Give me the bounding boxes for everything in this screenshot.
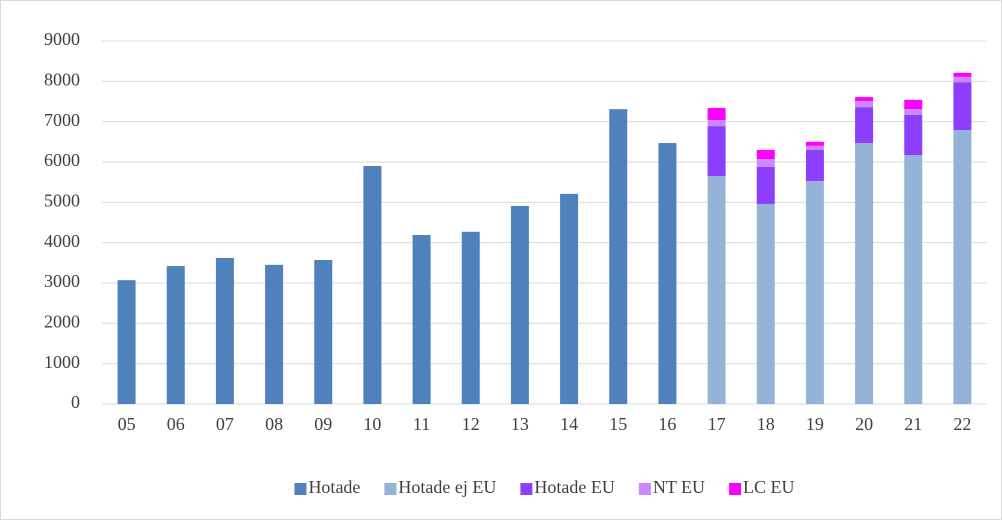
y-tick-label: 4000 [44,231,80,251]
legend-swatch [520,483,533,495]
y-tick-label: 9000 [44,29,80,49]
bar-segment [805,141,824,146]
bar-segment [855,101,874,108]
bar-segment [953,76,972,83]
bar-segment [805,145,824,150]
bar-segment [855,107,874,144]
legend-label: Hotade [308,477,360,497]
bar-segment [609,109,628,404]
bar-segment [707,176,726,404]
x-tick-label: 10 [363,414,381,434]
legend-label: Hotade EU [534,477,614,497]
y-tick-label: 3000 [44,271,80,291]
y-tick-label: 8000 [44,69,80,89]
bar-segment [510,205,529,404]
legend-label: Hotade ej EU [398,477,496,497]
x-tick-label: 21 [904,414,922,434]
bar-segment [756,149,775,160]
y-tick-label: 1000 [44,352,80,372]
bar-segment [265,264,284,404]
x-tick-label: 22 [953,414,971,434]
legend-swatch [638,483,651,495]
y-tick-label: 2000 [44,311,80,331]
bar-segment [363,166,382,404]
x-tick-label: 19 [806,414,824,434]
bar-segment [904,114,923,156]
bar-segment [904,109,923,115]
x-tick-label: 08 [265,414,283,434]
bar-segment [756,203,775,404]
x-tick-label: 17 [708,414,726,434]
bar-segment [904,99,923,110]
bar-segment [756,159,775,167]
bar-segment [953,82,972,131]
bar-segment [166,266,185,404]
x-tick-label: 13 [511,414,529,434]
bar-segment [707,120,726,127]
legend-swatch [384,483,397,495]
x-tick-label: 12 [462,414,480,434]
y-tick-label: 0 [71,392,80,412]
legend-swatch [729,483,742,495]
legend-label: NT EU [653,477,705,497]
y-tick-label: 7000 [44,110,80,130]
x-tick-label: 09 [314,414,332,434]
x-tick-label: 05 [118,414,136,434]
bar-segment [560,193,579,404]
legend-label: LC EU [743,477,795,497]
bar-segment [658,143,677,404]
bar-segment [953,130,972,405]
bar-segment [707,126,726,177]
x-tick-label: 06 [167,414,185,434]
bar-segment [314,260,333,404]
bar-segment [855,97,874,102]
bar-segment [117,280,136,404]
bar-segment [412,235,431,404]
legend-swatch [294,483,307,495]
x-tick-label: 16 [658,414,676,434]
bar-segment [707,107,726,121]
bar-segment [953,72,972,77]
x-tick-label: 14 [560,414,578,434]
x-tick-label: 11 [413,414,430,434]
x-tick-label: 18 [757,414,775,434]
bar-segment [215,257,234,404]
y-tick-label: 6000 [44,150,80,170]
bar-segment [904,155,923,404]
bar-segment [805,180,824,404]
bar-segment [855,143,874,404]
bar-segment [461,231,480,404]
bar-segment [805,149,824,181]
x-tick-label: 15 [609,414,627,434]
y-tick-label: 5000 [44,190,80,210]
x-tick-label: 07 [216,414,234,434]
x-tick-label: 20 [855,414,873,434]
bar-segment [756,166,775,204]
